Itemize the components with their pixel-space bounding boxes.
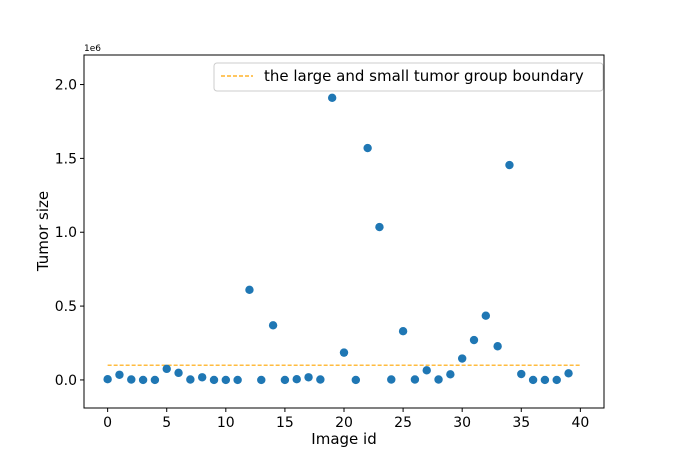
x-tick-label: 10 — [217, 415, 235, 431]
data-point — [446, 370, 455, 379]
data-point — [434, 375, 443, 384]
legend-label: the large and small tumor group boundary — [264, 67, 584, 85]
x-tick-label: 15 — [276, 415, 294, 431]
data-point — [103, 374, 112, 384]
data-point — [174, 368, 183, 378]
data-point — [469, 335, 479, 345]
data-point — [398, 326, 408, 336]
legend: the large and small tumor group boundary — [213, 62, 604, 92]
y-tick-label: 1.0 — [55, 225, 77, 241]
data-point — [505, 160, 514, 170]
data-point — [221, 375, 231, 385]
data-point — [127, 375, 136, 384]
x-tick-label: 30 — [453, 415, 471, 431]
data-point — [280, 375, 290, 385]
x-axis-ticks: 0 5 10 15 20 25 30 35 40 — [103, 408, 589, 431]
legend-box — [213, 62, 604, 92]
data-point — [410, 375, 420, 384]
data-point — [257, 375, 266, 385]
x-axis-label: Image id — [311, 430, 376, 448]
x-tick-label: 25 — [394, 415, 412, 431]
data-point — [138, 375, 148, 385]
data-point — [268, 321, 278, 330]
data-point — [186, 375, 195, 384]
data-point — [528, 375, 538, 385]
data-point — [517, 369, 526, 379]
y-tick-label: 0.0 — [55, 373, 77, 389]
x-tick-label: 35 — [512, 415, 530, 431]
x-tick-label: 0 — [103, 415, 112, 431]
y-axis-ticks: 0.0 0.5 1.0 1.5 2.0 — [55, 78, 84, 389]
data-point — [493, 342, 502, 351]
data-point — [245, 285, 254, 295]
data-point — [339, 348, 349, 357]
data-point — [233, 375, 242, 385]
y-tick-label: 1.5 — [55, 151, 77, 167]
data-point — [422, 366, 431, 375]
x-tick-label: 40 — [571, 415, 589, 431]
data-point — [197, 373, 207, 382]
data-point — [162, 364, 171, 374]
data-point — [375, 222, 384, 232]
data-point — [115, 370, 124, 379]
data-point — [209, 375, 219, 385]
y-axis-label: Tumor size — [34, 191, 52, 272]
data-point — [351, 375, 361, 385]
y-tick-label: 0.5 — [55, 299, 77, 315]
data-point — [150, 375, 160, 385]
data-point — [457, 354, 467, 363]
data-point — [387, 375, 396, 384]
data-point — [304, 373, 313, 382]
data-point — [363, 143, 372, 153]
y-offset-label: 1e6 — [84, 44, 101, 54]
data-point — [292, 374, 301, 384]
data-point — [564, 369, 573, 378]
data-point — [316, 375, 325, 384]
data-point — [327, 93, 337, 103]
data-point — [552, 375, 561, 385]
data-point — [481, 311, 491, 320]
data-point — [540, 375, 550, 385]
x-tick-label: 5 — [162, 415, 171, 431]
x-tick-label: 20 — [335, 415, 353, 431]
points-layer — [103, 93, 573, 385]
y-tick-label: 2.0 — [55, 78, 77, 94]
